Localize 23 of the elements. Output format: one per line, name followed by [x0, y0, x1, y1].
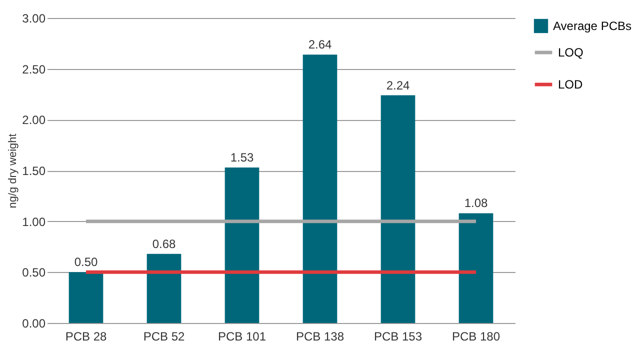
- data-label: 2.24: [386, 78, 410, 92]
- x-tick-label: PCB 180: [452, 330, 500, 344]
- data-label: 1.53: [230, 150, 254, 164]
- data-label: 2.64: [308, 38, 332, 52]
- legend-label: LOQ: [558, 46, 584, 60]
- y-tick-label: 1.50: [22, 164, 46, 178]
- y-tick-label: 2.00: [22, 113, 46, 128]
- y-tick-label: 1.00: [22, 214, 46, 229]
- x-tick-label: PCB 52: [143, 330, 185, 344]
- y-tick-label: 3.00: [22, 12, 46, 26]
- data-label: 0.68: [152, 236, 176, 251]
- data-label: 0.50: [74, 255, 98, 270]
- legend-label: Average PCBs: [553, 19, 632, 33]
- y-tick-label: 0.00: [22, 316, 46, 330]
- x-tick-label: PCB 138: [296, 330, 344, 344]
- y-tick-label: 0.50: [22, 266, 46, 280]
- x-tick-label: PCB 28: [65, 330, 107, 344]
- y-axis-title: ng/g dry weight: [7, 134, 20, 208]
- x-tick-label: PCB 153: [374, 330, 422, 344]
- data-label: 1.08: [464, 196, 488, 210]
- x-tick-label: PCB 101: [218, 330, 266, 344]
- y-tick-label: 2.50: [22, 62, 46, 76]
- legend-label: LOD: [558, 78, 584, 92]
